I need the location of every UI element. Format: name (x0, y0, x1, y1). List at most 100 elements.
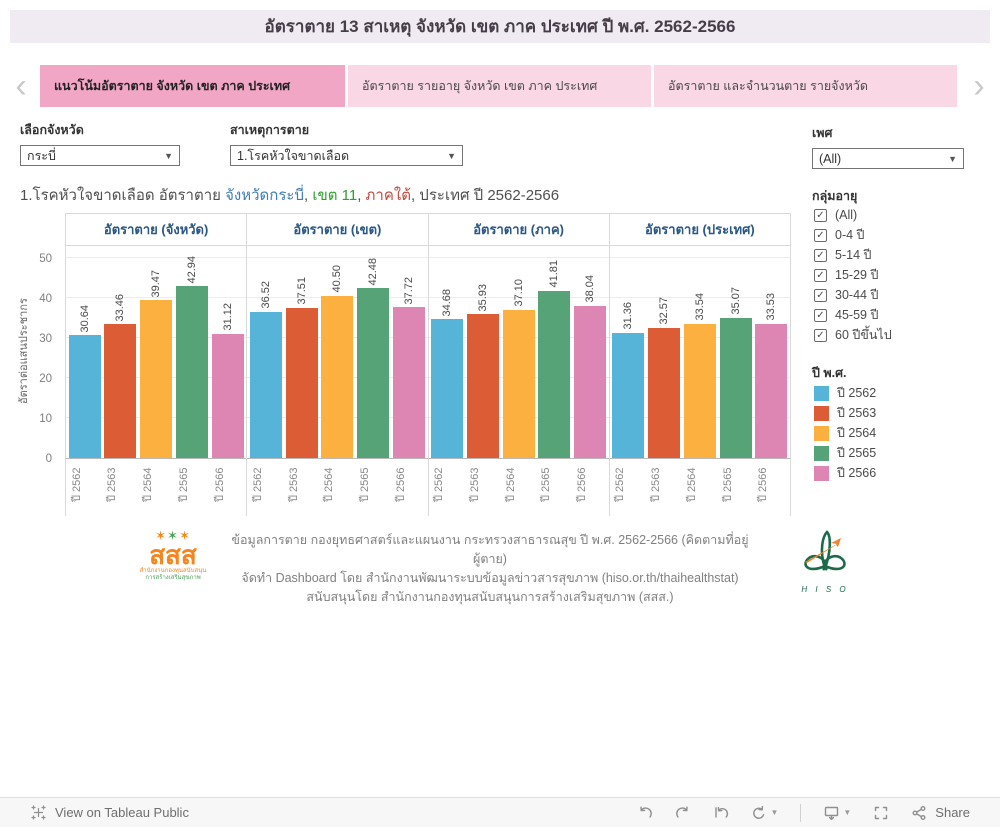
bar[interactable] (211, 333, 244, 458)
x-tick-label: ปี 2562 (251, 467, 264, 503)
reset-icon (715, 806, 729, 818)
age-option[interactable]: ✓ 45-59 ปี (814, 305, 892, 325)
x-tick-label: ปี 2565 (540, 467, 553, 503)
bar[interactable] (574, 305, 607, 458)
chevron-down-icon: ▼ (164, 150, 173, 161)
refresh-icon (753, 805, 765, 819)
age-option[interactable]: ✓ 5-14 ปี (814, 245, 892, 265)
tab-by-province[interactable]: อัตราตาย และจำนวนตาย รายจังหวัด (654, 65, 957, 107)
chart-panel: อัตราตาย (จังหวัด) 30.64 33.46 39.47 42.94 31… (66, 214, 248, 516)
chevron-down-icon: ▼ (948, 153, 957, 164)
bar[interactable] (502, 309, 535, 458)
age-option-label: 0-4 ปี (835, 228, 865, 242)
share-button[interactable]: Share (911, 805, 970, 821)
age-option[interactable]: ✓ (All) (814, 205, 892, 225)
cause-filter: สาเหตุการตาย 1.โรคหัวใจขาดเลือด ▼ (230, 120, 463, 166)
download-button[interactable]: ▼ (823, 805, 851, 821)
chart-panel: อัตราตาย (เขต) 36.52 37.51 40.50 42.48 37.72 ป… (247, 214, 429, 516)
x-tick-label: ปี 2563 (468, 467, 481, 503)
bar[interactable] (392, 307, 425, 458)
y-tick-label: 20 (39, 373, 52, 385)
footer-line-3: สนับสนุนโดย สำนักงานกองทุนสนับสนุนการสร้… (306, 590, 674, 604)
bar-slot: 31.36 (611, 246, 645, 458)
bar[interactable] (321, 296, 354, 458)
x-tick-label: ปี 2566 (394, 467, 407, 503)
reset-button[interactable] (713, 805, 729, 821)
toolbar-divider (800, 803, 802, 822)
bar-slot: 34.68 (430, 246, 464, 458)
legend-swatch (814, 405, 829, 421)
tab-bar: ‹ แนวโน้มอัตราตาย จังหวัด เขต ภาค ประเทศ… (0, 65, 1000, 107)
x-tick-label: ปี 2563 (287, 467, 300, 503)
age-option[interactable]: ✓ 30-44 ปี (814, 285, 892, 305)
footer-credits: ข้อมูลการตาย กองยุทธศาสตร์และแผนงาน กระท… (230, 531, 750, 607)
tab-trend[interactable]: แนวโน้มอัตราตาย จังหวัด เขต ภาค ประเทศ (40, 65, 345, 107)
age-option[interactable]: ✓ 0-4 ปี (814, 225, 892, 245)
undo-icon (640, 806, 653, 818)
tab-by-age[interactable]: อัตราตาย รายอายุ จังหวัด เขต ภาค ประเทศ (348, 65, 651, 107)
y-tick-label: 0 (45, 453, 52, 465)
bar[interactable] (648, 327, 681, 458)
bar-slot: 41.81 (537, 246, 571, 458)
legend-item[interactable]: ปี 2563 (814, 403, 876, 423)
age-option[interactable]: ✓ 15-29 ปี (814, 265, 892, 285)
bar[interactable] (431, 319, 464, 458)
checkbox-icon: ✓ (814, 208, 827, 222)
legend-item-label: ปี 2564 (837, 426, 877, 440)
chevron-left-icon[interactable]: ‹ (15, 66, 27, 105)
fullscreen-button[interactable] (873, 805, 889, 821)
chevron-right-icon[interactable]: › (973, 66, 985, 105)
bar-value-label: 37.72 (402, 276, 415, 305)
bar[interactable] (466, 314, 499, 458)
age-option[interactable]: ✓ 60 ปีขึ้นไป (814, 325, 892, 345)
province-dropdown-value: กระบี่ (27, 148, 56, 163)
x-tick-label: ปี 2565 (359, 467, 372, 503)
bar[interactable] (140, 300, 173, 458)
bar[interactable] (104, 324, 137, 458)
sex-dropdown[interactable]: (All) ▼ (812, 148, 964, 169)
bar[interactable] (175, 286, 208, 458)
thaihealth-stars-icon: ✶✶✶ (155, 528, 191, 543)
refresh-button[interactable]: ▼ (751, 805, 778, 821)
undo-button[interactable] (637, 805, 653, 821)
legend-item[interactable]: ปี 2566 (814, 463, 876, 483)
age-option-label: 60 ปีขึ้นไป (835, 328, 892, 342)
bar-slot: 42.94 (175, 246, 209, 458)
province-dropdown[interactable]: กระบี่ ▼ (20, 145, 180, 166)
bar-value-label: 35.07 (729, 287, 742, 315)
legend-item[interactable]: ปี 2564 (814, 423, 876, 443)
bar-value-label: 32.57 (658, 297, 671, 325)
chart-panel: อัตราตาย (ภาค) 34.68 35.93 37.10 41.81 38.04 ป… (428, 214, 610, 516)
bar[interactable] (755, 323, 788, 458)
thaihealth-logo: ✶✶✶ สสส สำนักงานกองทุนสนับสนุน การสร้างเ… (128, 528, 218, 582)
view-on-tableau-button[interactable]: View on Tableau Public (30, 804, 189, 821)
legend-item[interactable]: ปี 2562 (814, 383, 876, 403)
chart-title-sep: , (303, 187, 313, 204)
bar-value-label: 42.48 (367, 257, 380, 286)
bar[interactable] (719, 317, 752, 458)
bar-value-label: 36.52 (259, 281, 272, 309)
bar[interactable] (683, 323, 716, 458)
bar[interactable] (68, 335, 101, 458)
legend-item-label: ปี 2566 (837, 466, 877, 480)
chart-title-region: ภาคใต้ (365, 187, 411, 204)
bar[interactable] (285, 307, 318, 458)
age-filter-title: กลุ่มอายุ (812, 189, 858, 203)
x-tick-label: ปี 2566 (213, 467, 226, 503)
legend-item[interactable]: ปี 2565 (814, 443, 876, 463)
legend-swatch (814, 425, 829, 441)
cause-dropdown[interactable]: 1.โรคหัวใจขาดเลือด ▼ (230, 145, 463, 166)
x-axis: ปี 2562 ปี 2563 ปี 2564 ปี 2565 ปี 2566 (66, 459, 246, 516)
panel-plot: 30.64 33.46 39.47 42.94 31.12 (66, 246, 247, 459)
bar[interactable] (249, 311, 282, 458)
hiso-knot-icon (804, 530, 846, 571)
bar-slot: 35.07 (719, 246, 753, 458)
bar[interactable] (357, 288, 390, 458)
redo-button[interactable] (675, 805, 691, 821)
bar-slot: 37.10 (502, 246, 536, 458)
x-tick-label: ปี 2564 (504, 467, 517, 503)
legend-swatch (814, 385, 829, 401)
chart-title-suffix: , ประเทศ ปี 2562-2566 (410, 187, 560, 204)
bar[interactable] (538, 290, 571, 458)
bar[interactable] (612, 332, 645, 458)
